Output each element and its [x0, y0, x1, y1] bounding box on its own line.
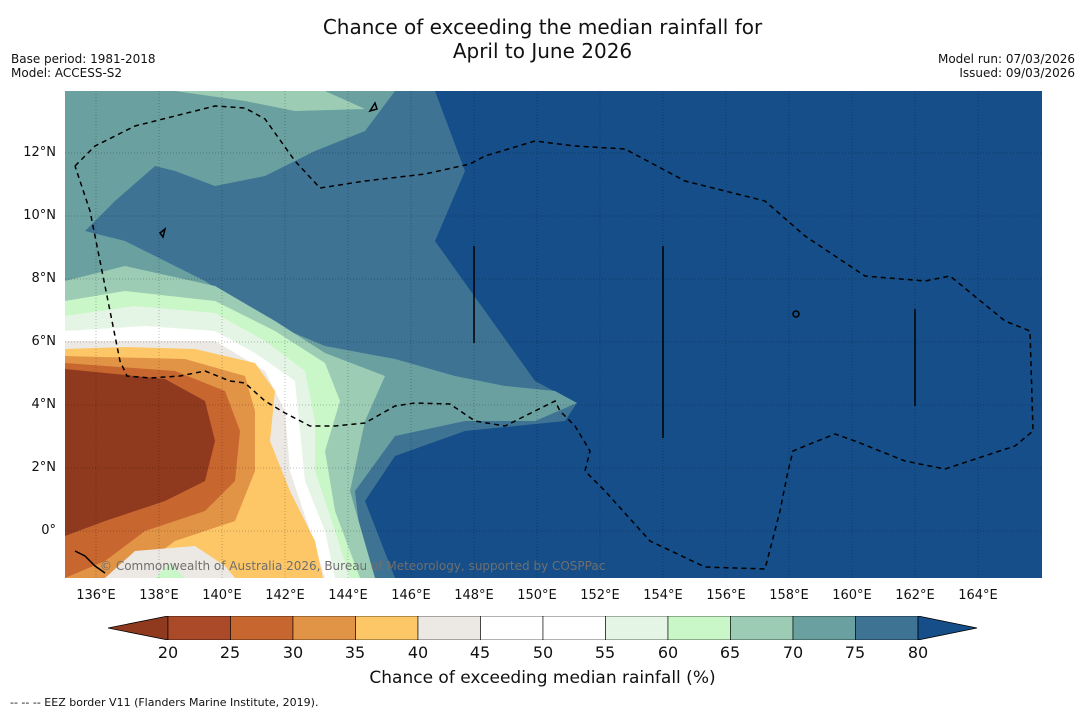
colorbar-tick-45: 45 — [469, 643, 491, 662]
rainfall-map: © Commonwealth of Australia 2026, Bureau… — [65, 91, 1042, 578]
lat-label-8n: 8°N — [31, 271, 57, 286]
colorbar-tick-40: 40 — [407, 643, 429, 662]
colorbar-swatch-below-20 — [107, 615, 169, 641]
lon-label-164e: 164°E — [958, 588, 998, 603]
issued-date: Issued: 09/03/2026 — [959, 66, 1075, 80]
colorbar-swatch-65-70 — [730, 615, 794, 641]
colorbar-swatch-35-40 — [355, 615, 419, 641]
region-southwest-green — [155, 563, 185, 578]
model-name: Model: ACCESS-S2 — [11, 66, 123, 80]
region-20-25 — [65, 369, 215, 536]
colorbar-tick-50: 50 — [532, 643, 554, 662]
region-southwest-pale — [105, 546, 235, 578]
colorbar-tick-20: 20 — [157, 643, 179, 662]
colorbar-title: Chance of exceeding median rainfall (%) — [369, 668, 716, 688]
colorbar-tick-60: 60 — [657, 643, 679, 662]
lon-label-142e: 142°E — [265, 588, 305, 603]
lon-label-158e: 158°E — [769, 588, 809, 603]
colorbar-swatch-60-65 — [667, 615, 731, 641]
colorbar-swatch-above-80 — [917, 615, 978, 641]
colorbar-tick-30: 30 — [282, 643, 304, 662]
colorbar-swatch-25-30 — [230, 615, 294, 641]
colorbar-swatch-20-25 — [167, 615, 231, 641]
base-period: Base period: 1981-2018 — [11, 52, 156, 66]
lat-label-10n: 10°N — [23, 208, 56, 223]
lon-label-148e: 148°E — [454, 588, 494, 603]
colorbar-swatch-45-50 — [480, 615, 544, 641]
lon-label-156e: 156°E — [706, 588, 746, 603]
colorbar-swatch-75-80 — [855, 615, 919, 641]
lat-label-12n: 12°N — [23, 145, 56, 160]
lon-label-162e: 162°E — [895, 588, 935, 603]
colorbar-tick-35: 35 — [344, 643, 366, 662]
colorbar-tick-80: 80 — [907, 643, 929, 662]
lon-label-140e: 140°E — [202, 588, 242, 603]
colorbar-swatch-70-75 — [792, 615, 856, 641]
colorbar-swatch-30-35 — [292, 615, 356, 641]
colorbar-tick-25: 25 — [219, 643, 241, 662]
lon-label-152e: 152°E — [580, 588, 620, 603]
lat-label-6n: 6°N — [31, 334, 57, 349]
eez-legend-footer: -- -- -- EEZ border V11 (Flanders Marine… — [10, 696, 319, 709]
lat-label-2n: 2°N — [31, 460, 57, 475]
colorbar — [107, 615, 978, 644]
lon-label-154e: 154°E — [643, 588, 683, 603]
lon-label-136e: 136°E — [76, 588, 116, 603]
lat-label-4n: 4°N — [31, 397, 57, 412]
lon-label-146e: 146°E — [391, 588, 431, 603]
colorbar-tick-65: 65 — [719, 643, 741, 662]
lon-label-150e: 150°E — [517, 588, 557, 603]
colorbar-tick-75: 75 — [844, 643, 866, 662]
lon-label-144e: 144°E — [328, 588, 368, 603]
map-title-line1: Chance of exceeding the median rainfall … — [322, 15, 763, 39]
colorbar-tick-55: 55 — [594, 643, 616, 662]
model-run: Model run: 07/03/2026 — [937, 52, 1075, 66]
islands — [74, 101, 916, 574]
lon-label-160e: 160°E — [832, 588, 872, 603]
colorbar-swatch-50-55 — [542, 615, 606, 641]
eez-borders — [74, 105, 1034, 570]
lat-label-0: 0° — [41, 523, 56, 538]
colorbar-swatch-40-45 — [417, 615, 481, 641]
colorbar-swatch-55-60 — [605, 615, 669, 641]
copyright-watermark: © Commonwealth of Australia 2026, Bureau… — [100, 559, 605, 573]
map-title-line2: April to June 2026 — [452, 39, 633, 63]
colorbar-tick-70: 70 — [782, 643, 804, 662]
lon-label-138e: 138°E — [139, 588, 179, 603]
